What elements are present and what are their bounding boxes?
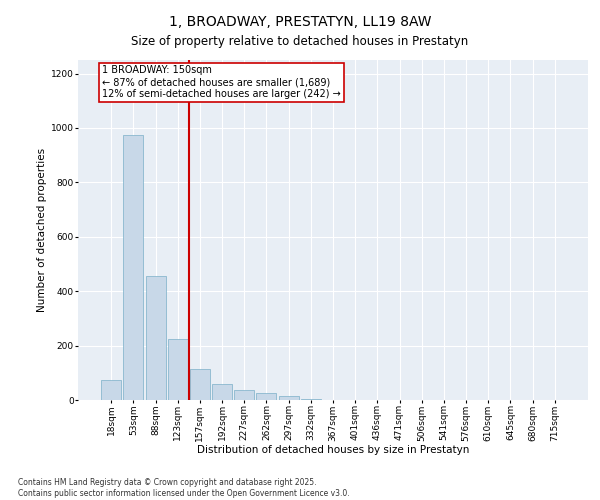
Bar — [168, 339, 188, 400]
Bar — [101, 380, 121, 400]
Bar — [278, 396, 299, 400]
Y-axis label: Number of detached properties: Number of detached properties — [37, 148, 47, 312]
Text: Size of property relative to detached houses in Prestatyn: Size of property relative to detached ho… — [131, 35, 469, 48]
Bar — [256, 393, 277, 400]
Bar — [124, 135, 143, 400]
Bar — [234, 390, 254, 400]
Bar — [190, 368, 210, 400]
Text: Contains HM Land Registry data © Crown copyright and database right 2025.
Contai: Contains HM Land Registry data © Crown c… — [18, 478, 350, 498]
Bar — [212, 384, 232, 400]
Text: 1 BROADWAY: 150sqm
← 87% of detached houses are smaller (1,689)
12% of semi-deta: 1 BROADWAY: 150sqm ← 87% of detached hou… — [102, 66, 341, 98]
X-axis label: Distribution of detached houses by size in Prestatyn: Distribution of detached houses by size … — [197, 444, 469, 454]
Text: 1, BROADWAY, PRESTATYN, LL19 8AW: 1, BROADWAY, PRESTATYN, LL19 8AW — [169, 15, 431, 29]
Bar — [146, 276, 166, 400]
Bar — [301, 398, 321, 400]
